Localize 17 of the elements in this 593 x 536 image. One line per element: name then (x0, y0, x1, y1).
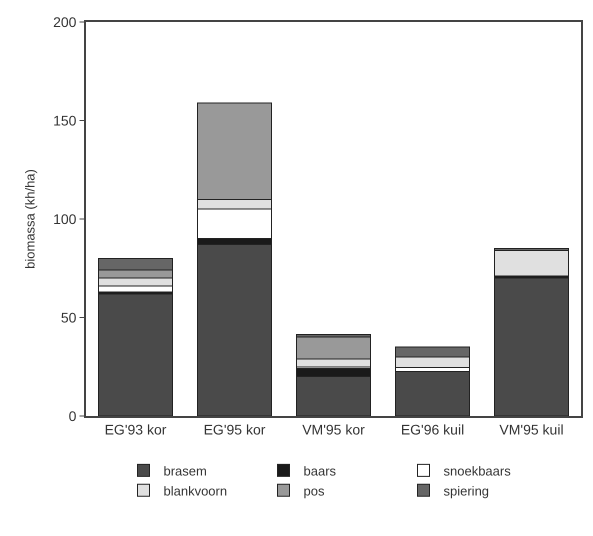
legend-label: snoekbaars (444, 463, 512, 478)
x-tick-label: EG'93 kor (104, 422, 167, 438)
x-tick-label: EG'95 kor (204, 422, 266, 438)
x-tick-label: VM'95 kuil (499, 422, 564, 438)
legend-label: spiering (444, 483, 490, 498)
legend-label: pos (304, 483, 325, 498)
x-tick-label: VM'95 kor (302, 422, 366, 438)
y-tick-label: 100 (53, 210, 77, 227)
y-tick-label: 150 (53, 112, 77, 128)
legend-label: brasem (164, 463, 207, 478)
legend-label: baars (304, 463, 337, 478)
y-axis-title: biomassa (kh/ha) (22, 169, 38, 269)
legend-label: blankvoorn (164, 483, 228, 498)
x-tick-label: EG'96 kuil (400, 422, 464, 438)
y-tick-label: 0 (68, 408, 77, 424)
y-tick-label: 200 (53, 14, 77, 30)
y-tick-label: 50 (60, 309, 77, 326)
